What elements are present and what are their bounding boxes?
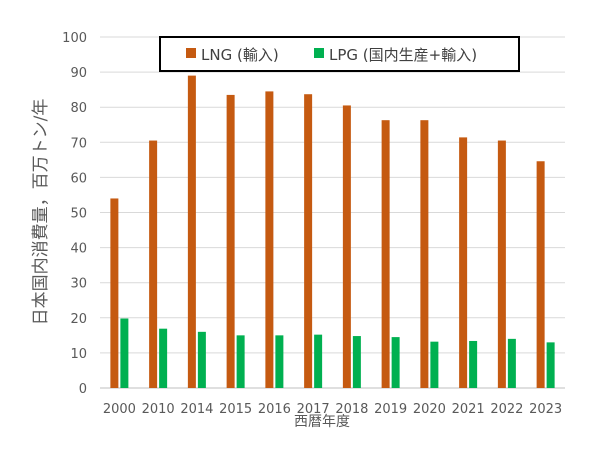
y-tick-label: 10 [70,347,87,362]
legend-label-lng: LNG (輸入) [201,46,279,64]
tick-labels: 0 10 20 30 40 50 60 70 80 90 100 2000 2010 2014 2015 20… [62,31,562,417]
y-tick-label: 20 [70,312,87,327]
bar-lpg-2020 [430,341,439,388]
bar-lng-2023 [536,161,545,388]
bars [110,75,555,389]
bar-lng-2014 [187,75,196,389]
bar-lpg-2021 [469,340,478,388]
legend-label-lpg: LPG (国内生産+輸入) [329,46,477,64]
bar-lpg-2017 [314,334,323,388]
y-tick-label: 50 [70,207,87,222]
bar-lpg-2023 [546,342,555,388]
y-tick-label: 70 [70,136,87,151]
legend: LNG (輸入) LPG (国内生産+輸入) [159,36,520,72]
bar-lpg-2019 [391,337,400,388]
bar-lng-2019 [381,120,390,388]
bar-lpg-2010 [159,328,168,388]
legend-box [159,36,520,72]
bar-lng-2020 [420,120,429,388]
bar-lng-2022 [497,140,506,388]
x-tick-label: 2019 [374,402,407,417]
bar-lng-2016 [265,91,274,388]
y-tick-label: 60 [70,171,87,186]
y-tick-label: 80 [70,101,87,116]
y-tick-label: 100 [62,31,87,46]
bar-lng-2017 [304,94,313,388]
y-tick-label: 0 [79,382,87,397]
legend-swatch-lpg [314,48,324,58]
bar-lng-2000 [110,198,119,388]
y-tick-label: 90 [70,66,87,81]
x-tick-label: 2010 [142,402,175,417]
x-tick-label: 2015 [219,402,252,417]
bar-lpg-2022 [507,338,516,388]
x-tick-label: 2018 [335,402,368,417]
bar-lpg-2014 [197,331,206,388]
x-tick-label: 2022 [490,402,523,417]
y-tick-label: 30 [70,277,87,292]
bar-lpg-2015 [236,335,245,388]
bar-lpg-2018 [352,336,361,388]
x-tick-label: 2017 [297,402,330,417]
bar-lng-2015 [226,94,235,388]
bar-lpg-2000 [120,318,129,388]
gridlines [100,36,565,354]
x-axis-title: 西暦年度 [294,414,350,430]
bar-lng-2010 [149,140,158,388]
bar-lpg-2016 [275,335,284,388]
y-axis-title: 日本国内消費量，百万トン/年 [31,99,51,326]
x-tick-label: 2020 [413,402,446,417]
legend-swatch-lng [186,48,196,58]
y-tick-label: 40 [70,242,87,257]
x-tick-label: 2014 [180,402,213,417]
x-tick-label: 2000 [103,402,136,417]
x-tick-label: 2021 [452,402,485,417]
bar-lng-2021 [459,137,468,388]
x-tick-label: 2023 [529,402,562,417]
bar-lng-2018 [342,105,351,388]
x-tick-label: 2016 [258,402,291,417]
